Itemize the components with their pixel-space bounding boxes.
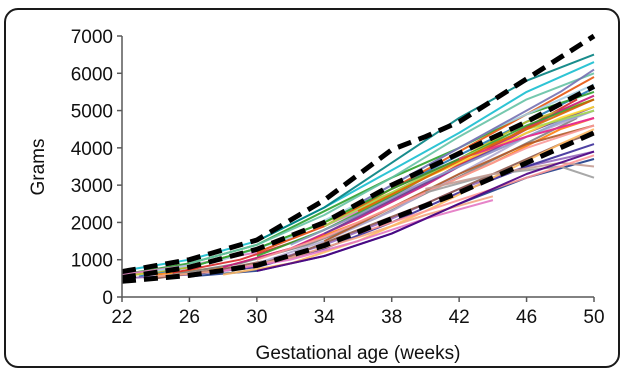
x-tick-label: 42	[449, 307, 470, 328]
series-line-17	[256, 76, 595, 254]
series-line-3	[121, 90, 595, 276]
reference-curve-3	[121, 130, 596, 284]
series-line-21	[323, 124, 595, 242]
x-tick-label: 30	[246, 307, 267, 328]
reference-curve-2	[121, 84, 596, 281]
x-tick-label: 34	[314, 307, 336, 328]
y-tick-label: 7000	[71, 27, 113, 48]
series-line-16	[189, 72, 595, 265]
y-tick-label: 0	[102, 288, 113, 309]
x-tick-layer: 22 26 30 34 38 42 46 50	[111, 297, 605, 328]
series-line-10	[121, 61, 595, 272]
axes-layer	[121, 36, 594, 298]
y-tick-label: 1000	[71, 251, 113, 272]
x-tick-label: 50	[583, 307, 604, 328]
series-line-29	[357, 68, 595, 205]
y-tick-label: 2000	[71, 213, 113, 234]
x-tick-label: 22	[111, 307, 132, 328]
reference-curve-1	[121, 33, 596, 275]
x-axis-title: Gestational age (weeks)	[256, 343, 461, 363]
series-line-31	[425, 165, 595, 194]
y-tick-label: 4000	[71, 139, 113, 160]
series-line-27	[256, 53, 595, 242]
series-line-33	[222, 199, 494, 272]
chart-frame	[4, 8, 620, 368]
x-tick-label: 38	[381, 307, 402, 328]
y-tick-label: 3000	[71, 176, 113, 197]
series-line-30	[357, 98, 595, 213]
series-line-1	[138, 87, 595, 278]
y-tick-label: 6000	[71, 64, 113, 85]
x-tick-label: 46	[516, 307, 537, 328]
y-tick-label: 5000	[71, 102, 113, 123]
series-line-32	[425, 161, 595, 190]
y-tick-layer: 0 1000 2000 3000 4000 5000 6000 7000	[71, 27, 122, 309]
series-line-36	[256, 150, 595, 272]
y-axis-title: Grams	[28, 139, 49, 196]
reference-curves-layer	[121, 33, 596, 284]
x-tick-label: 26	[179, 307, 200, 328]
series-line-25	[290, 109, 595, 246]
